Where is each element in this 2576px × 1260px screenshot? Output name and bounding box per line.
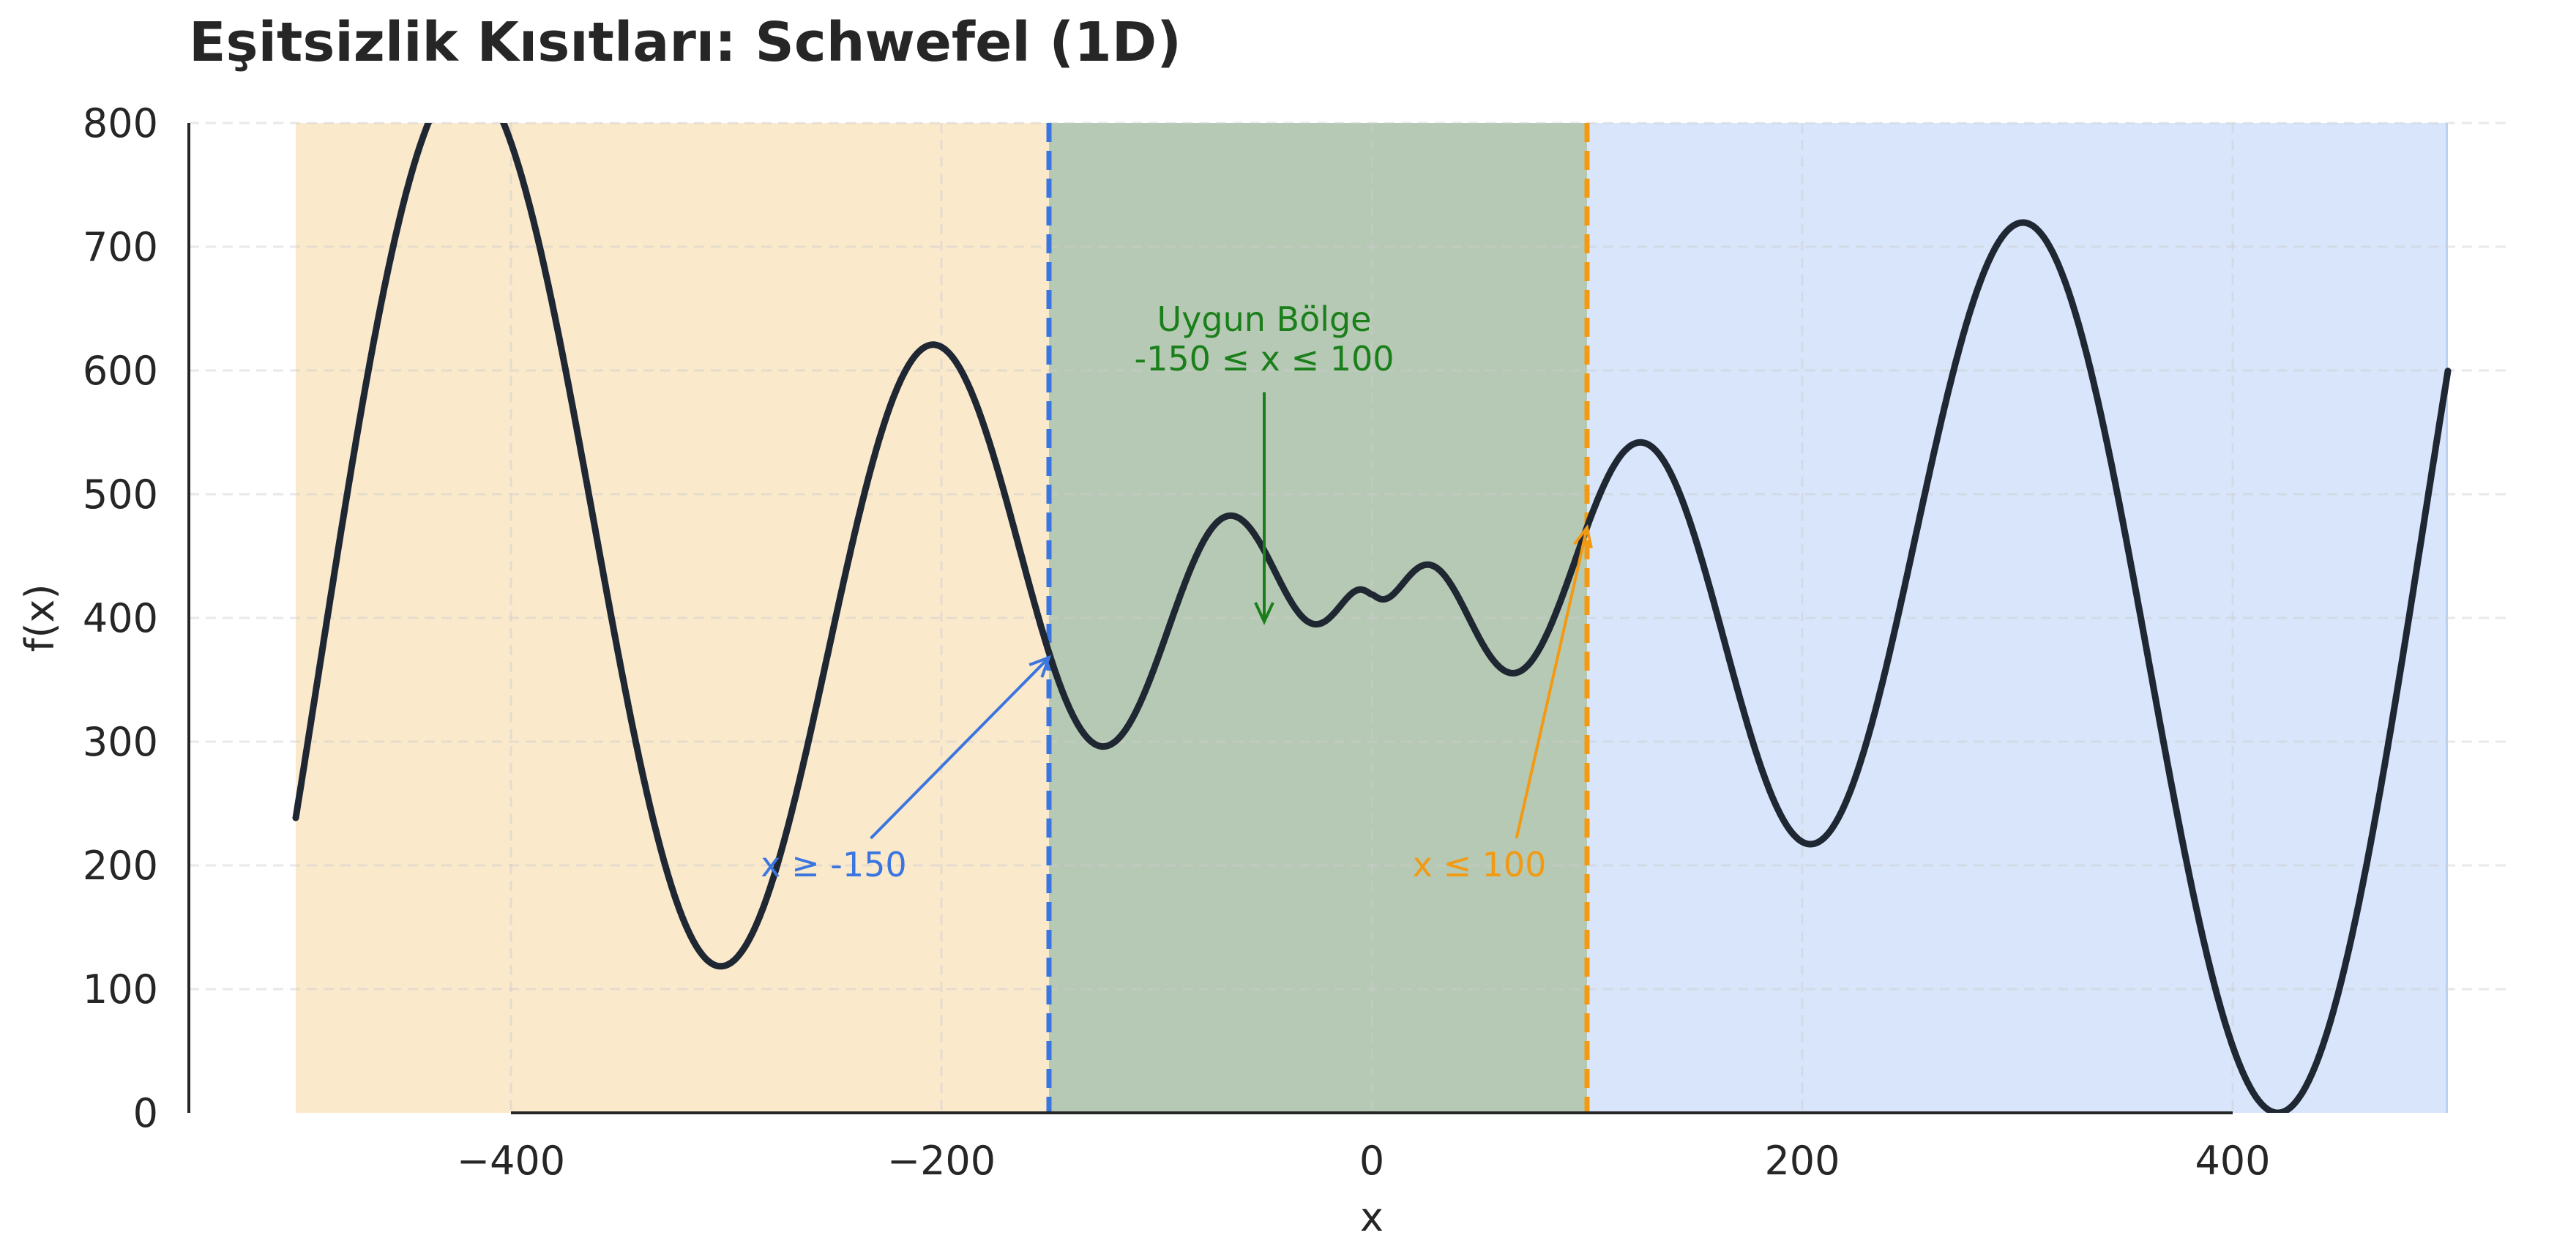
y-tick-label: 200	[83, 843, 158, 889]
x-tick-label: 400	[2195, 1138, 2270, 1184]
constraint-regions	[296, 123, 2448, 1113]
annotation-1: x ≥ -150	[761, 655, 1052, 884]
y-tick-label: 0	[133, 1090, 158, 1136]
y-tick-label: 500	[83, 471, 158, 518]
annotation-arrow	[1515, 527, 1588, 839]
annotation-text: x ≥ -150	[761, 845, 906, 884]
annotation-text: x ≤ 100	[1413, 845, 1547, 884]
annotations: Uygun Bölge-150 ≤ x ≤ 100 x ≥ -150 x ≤ 100	[761, 299, 1593, 884]
x-tick-label: 200	[1764, 1138, 1840, 1184]
x-tick-label: 0	[1359, 1138, 1384, 1184]
annotation-arrowhead	[1572, 523, 1593, 549]
y-tick-label: 300	[83, 719, 158, 765]
annotation-text: -150 ≤ x ≤ 100	[1135, 339, 1395, 379]
x-axis-label: x	[1360, 1194, 1384, 1240]
ticks: −400 −200 0 200 400 0 100 200 300 400 500 600 700 800	[83, 100, 2271, 1184]
y-tick-label: 600	[83, 348, 158, 394]
annotation-arrow	[870, 656, 1050, 840]
x-tick-label: −400	[457, 1138, 565, 1184]
y-axis-label: f(x)	[17, 584, 63, 652]
x-tick-label: −200	[887, 1138, 996, 1184]
annotation-arrowhead	[1028, 655, 1052, 678]
axes	[187, 123, 2233, 1114]
annotation-arrowhead	[1254, 602, 1274, 625]
annotation-2: x ≤ 100	[1413, 523, 1593, 884]
chart-title: Eşitsizlik Kısıtları: Schwefel (1D)	[189, 11, 1181, 74]
region-2	[1587, 123, 2448, 1113]
y-tick-label: 400	[83, 595, 158, 641]
constraint-lines	[1046, 123, 1590, 1113]
annotation-text: Uygun Bölge	[1157, 299, 1371, 339]
grid	[189, 122, 2509, 1113]
series-line	[292, 123, 2452, 1113]
region-edge-right	[2446, 123, 2448, 1113]
region-1	[1049, 123, 1587, 1113]
y-tick-label: 700	[83, 224, 158, 270]
region-0	[296, 123, 1049, 1113]
y-tick-label: 800	[83, 100, 158, 146]
annotation-0: Uygun Bölge-150 ≤ x ≤ 100	[1135, 299, 1395, 625]
curve-group	[292, 123, 2452, 1113]
y-tick-label: 100	[83, 966, 158, 1013]
